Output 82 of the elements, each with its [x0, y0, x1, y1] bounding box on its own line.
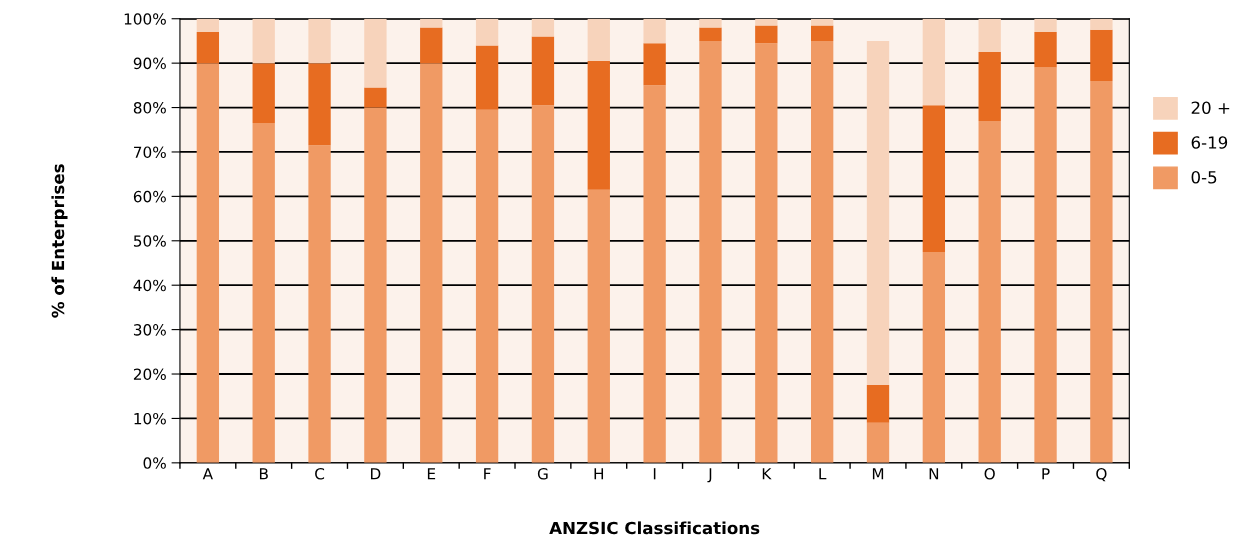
x-tick-label: G: [537, 467, 548, 480]
x-tick-label: K: [762, 468, 772, 480]
bar: [866, 385, 890, 423]
bar: [420, 18, 443, 28]
x-axis-title: ANZSIC Classifications: [549, 521, 760, 535]
y-tick-label: 30%: [133, 324, 166, 336]
x-tick-label: E: [427, 468, 436, 480]
bar: [196, 63, 220, 463]
bar: [699, 40, 722, 463]
bar: [866, 422, 890, 463]
bar: [252, 123, 275, 463]
bar: [1090, 29, 1113, 81]
bar: [866, 40, 890, 386]
bar: [978, 52, 1001, 121]
bar: [531, 36, 555, 106]
y-tick-label: 60%: [133, 190, 166, 203]
bar: [1034, 18, 1057, 33]
bar: [420, 27, 443, 64]
x-tick-label: B: [259, 468, 268, 480]
bar: [252, 63, 275, 124]
y-tick-label: 100%: [124, 13, 166, 25]
bar: [587, 18, 610, 61]
bar: [755, 43, 778, 463]
x-tick-label: M: [872, 468, 884, 480]
bar: [364, 18, 387, 88]
bar: [810, 25, 834, 41]
bar: [978, 18, 1001, 53]
y-tick-label: 40%: [133, 279, 166, 292]
bar: [643, 43, 666, 86]
bar: [922, 251, 946, 463]
x-tick-label: L: [819, 468, 827, 480]
x-tick-label: A: [202, 468, 213, 480]
y-tick-label: 10%: [134, 412, 166, 425]
y-tick-label: 90%: [133, 57, 166, 70]
bar: [587, 189, 610, 463]
x-tick-label: C: [315, 467, 325, 480]
bar: [196, 18, 220, 33]
bar: [1090, 80, 1113, 463]
bar: [699, 18, 722, 28]
legend-label: 6-19: [1191, 136, 1228, 149]
bar: [308, 145, 331, 463]
y-tick-label: 0%: [143, 457, 166, 469]
legend-label: 0-5: [1191, 170, 1217, 184]
bar: [252, 18, 275, 64]
x-tick-label: D: [371, 468, 381, 480]
bar: [420, 63, 443, 463]
bar: [699, 27, 722, 41]
bar: [810, 40, 834, 463]
x-tick-label: N: [929, 468, 939, 480]
y-tick-label: 50%: [133, 235, 166, 247]
legend-label: 20 +: [1191, 101, 1230, 115]
x-tick-label: O: [984, 467, 995, 480]
bar: [643, 85, 666, 463]
bar: [531, 105, 555, 463]
bar: [531, 18, 555, 37]
bar: [475, 45, 499, 110]
bar: [475, 109, 499, 463]
x-tick-label: H: [594, 468, 604, 480]
x-tick-label: F: [484, 468, 491, 480]
bar: [922, 18, 946, 106]
x-tick-label: Q: [1096, 467, 1107, 482]
x-tick-label: J: [707, 468, 712, 483]
bar: [364, 87, 387, 108]
bar: [308, 63, 331, 146]
bar: [364, 107, 387, 463]
bar: [196, 32, 220, 64]
bar: [755, 25, 778, 44]
bar: [1090, 18, 1113, 30]
y-tick-label: 80%: [133, 102, 166, 114]
y-tick-label: 20%: [133, 368, 166, 381]
bar: [308, 18, 331, 64]
bar: [475, 18, 499, 46]
x-tick-label: P: [1042, 468, 1050, 480]
x-tick-label: I: [653, 468, 656, 480]
y-tick-label: 70%: [134, 146, 166, 158]
bar: [1034, 32, 1057, 68]
bar: [643, 18, 666, 44]
y-axis-title: % of Enterprises: [51, 164, 68, 318]
bar: [922, 105, 946, 252]
bar: [978, 120, 1001, 463]
bar: [1034, 67, 1057, 463]
bar: [587, 60, 610, 190]
